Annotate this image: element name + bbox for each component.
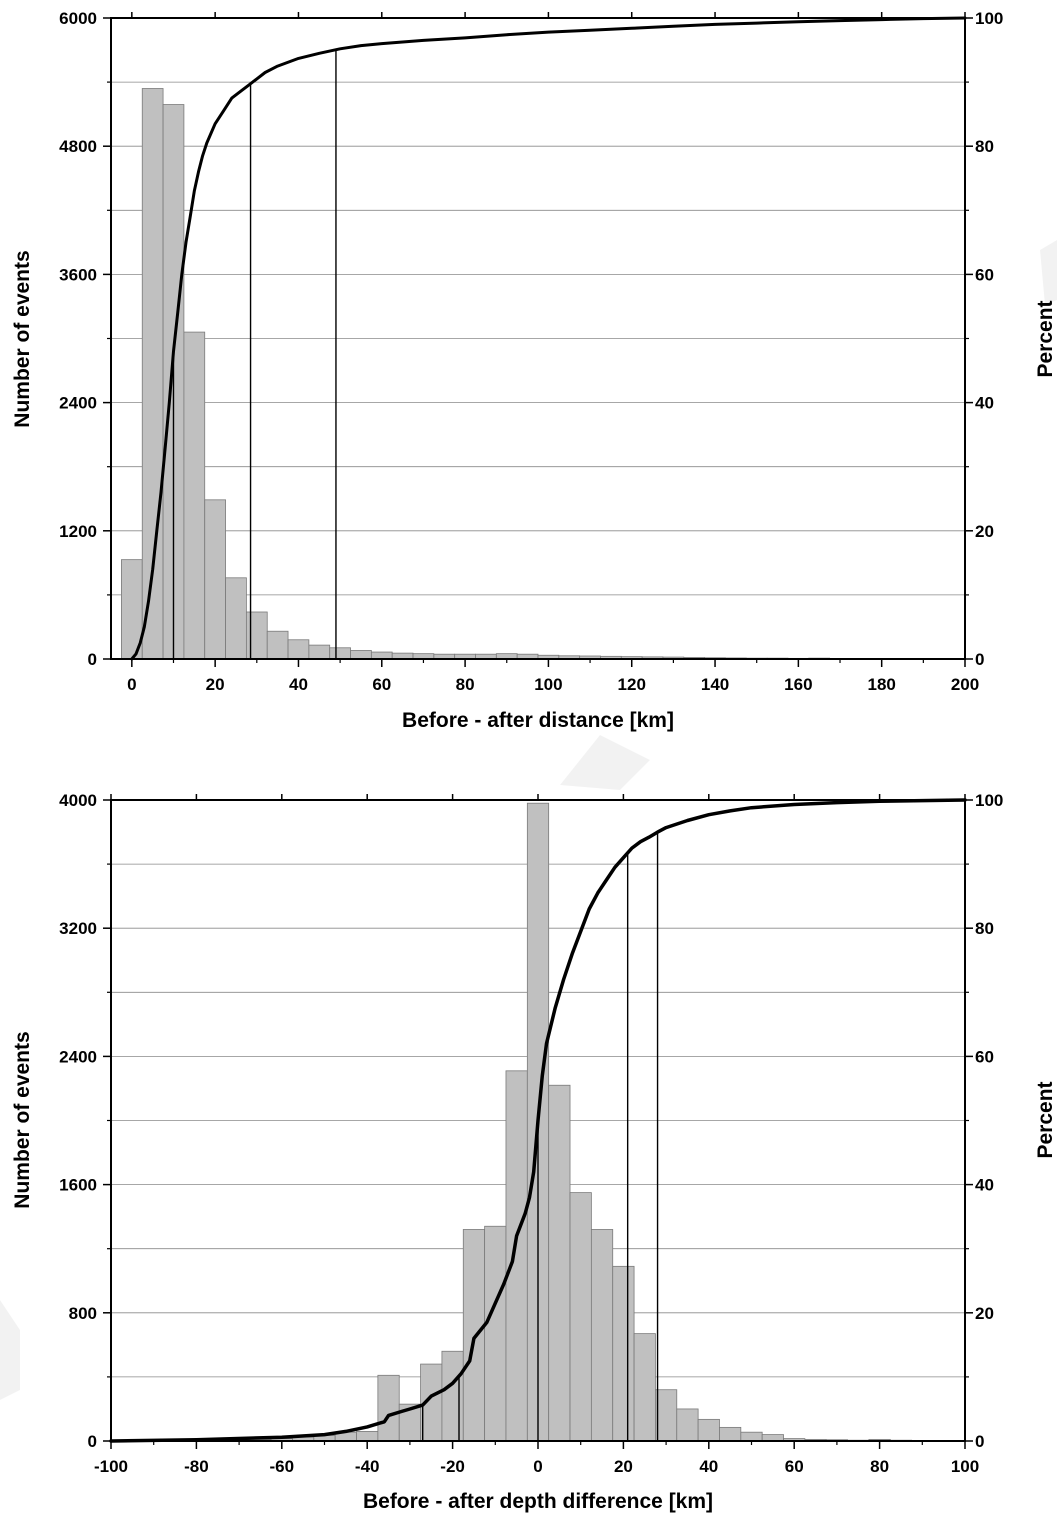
histogram-bar [377,1374,400,1442]
histogram-bar [183,331,206,660]
histogram-bar [655,1389,678,1442]
y-axis-title: Number of events [11,1031,34,1208]
x-tick-label: 40 [699,1457,718,1476]
x-tick-label: 180 [867,675,895,694]
y2-tick-label: 0 [975,1432,984,1451]
watermark [0,240,1057,1400]
axis-ticks [103,12,973,667]
tick-labels: -100 -80 -60 -40 -20 0 20 40 60 80 100080016002400… [59,791,1003,1476]
watermark-shape-b [1040,240,1057,305]
y-tick-label: 1600 [59,1176,97,1195]
histogram-bar [719,1426,742,1442]
histogram-bar [612,1265,635,1442]
x-tick-label: 120 [618,675,646,694]
y2-tick-label: 0 [975,650,984,669]
histogram-bar [548,1084,571,1442]
y-tick-label: 1200 [59,522,97,541]
y-tick-label: 3200 [59,919,97,938]
x-axis-title: Before - after distance [km] [402,709,674,732]
histogram-bar [676,1408,699,1442]
cumulative-curve [130,16,967,661]
x-tick-label: -60 [270,1457,295,1476]
x-tick-label: 40 [289,675,308,694]
histogram-bar [441,1350,464,1442]
histogram-bar [204,499,226,660]
grid-lines [111,81,965,596]
histogram-bar [569,1192,592,1442]
y-tick-label: 2400 [59,394,97,413]
y2-tick-label: 60 [975,265,994,284]
y2-tick-label: 40 [975,394,994,413]
y-tick-label: 3600 [59,265,97,284]
y-tick-label: 6000 [59,9,97,28]
percentile-lines [422,832,659,1441]
x-tick-label: 0 [127,675,136,694]
y2-tick-label: 80 [975,137,994,156]
x-tick-label: -40 [355,1457,380,1476]
y-tick-label: 2400 [59,1047,97,1066]
axis-ticks [103,794,973,1449]
x-tick-label: 160 [784,675,812,694]
x-tick-label: 20 [206,675,225,694]
percentile-lines [172,49,337,659]
histogram-bars [121,88,831,660]
histogram-bar [697,1418,720,1442]
x-tick-label: 100 [534,675,562,694]
y-tick-label: 4000 [59,791,97,810]
histogram-bar [308,644,331,660]
x-tick-label: 60 [785,1457,804,1476]
x-tick-label: 0 [533,1457,542,1476]
y-tick-label: 0 [88,650,97,669]
y-tick-label: 0 [88,1432,97,1451]
histogram-bar [350,650,372,660]
x-tick-label: 60 [372,675,391,694]
histogram-bar [633,1333,656,1442]
tick-labels: 0 20 40 60 80 100 120 140 160 180 2000120024003600… [59,9,1003,694]
y2-axis-title: Percent [1034,1081,1057,1158]
y2-tick-label: 40 [975,1176,994,1195]
x-tick-label: -20 [440,1457,465,1476]
histogram-bar [356,1430,379,1442]
histogram-bar [245,611,268,660]
watermark-shape-c [0,1300,20,1400]
y2-tick-label: 100 [975,9,1003,28]
x-tick-label: 100 [951,1457,979,1476]
x-tick-label: -80 [184,1457,209,1476]
x-tick-label: 20 [614,1457,633,1476]
y2-tick-label: 20 [975,522,994,541]
x-tick-label: 200 [951,675,979,694]
y2-axis-title: Percent [1034,300,1057,377]
histogram-bar [462,1229,486,1442]
histogram-bar [287,639,310,660]
histogram-bars [185,802,913,1442]
histogram-bar [740,1431,763,1442]
y2-tick-label: 60 [975,1047,994,1066]
histogram-bar [505,1070,528,1442]
x-tick-label: 140 [701,675,729,694]
distance-histogram-chart: 0 20 40 60 80 100 120 140 160 180 2000120024003600… [11,9,1057,732]
histogram-bar [266,630,289,660]
histogram-bar [590,1229,614,1442]
x-axis-title: Before - after depth difference [km] [363,1490,713,1513]
histogram-bar [225,577,247,660]
x-tick-label: 80 [456,675,475,694]
y-tick-label: 800 [69,1304,97,1323]
cumulative-curve-layer [109,798,967,1443]
histogram-bar [370,651,393,660]
depth-histogram-chart: -100 -80 -60 -40 -20 0 20 40 60 80 100080016002400… [11,791,1057,1513]
y-axis-title: Number of events [11,250,34,427]
cumulative-curve-layer [130,16,967,661]
histogram-bar [329,647,351,660]
y2-tick-label: 20 [975,1304,994,1323]
y2-tick-label: 80 [975,919,994,938]
histogram-bar [484,1225,507,1442]
x-tick-label: 80 [870,1457,889,1476]
y2-tick-label: 100 [975,791,1003,810]
x-tick-label: -100 [94,1457,128,1476]
watermark-shape-a [560,735,650,790]
y-tick-label: 4800 [59,137,97,156]
cumulative-curve [109,798,967,1443]
